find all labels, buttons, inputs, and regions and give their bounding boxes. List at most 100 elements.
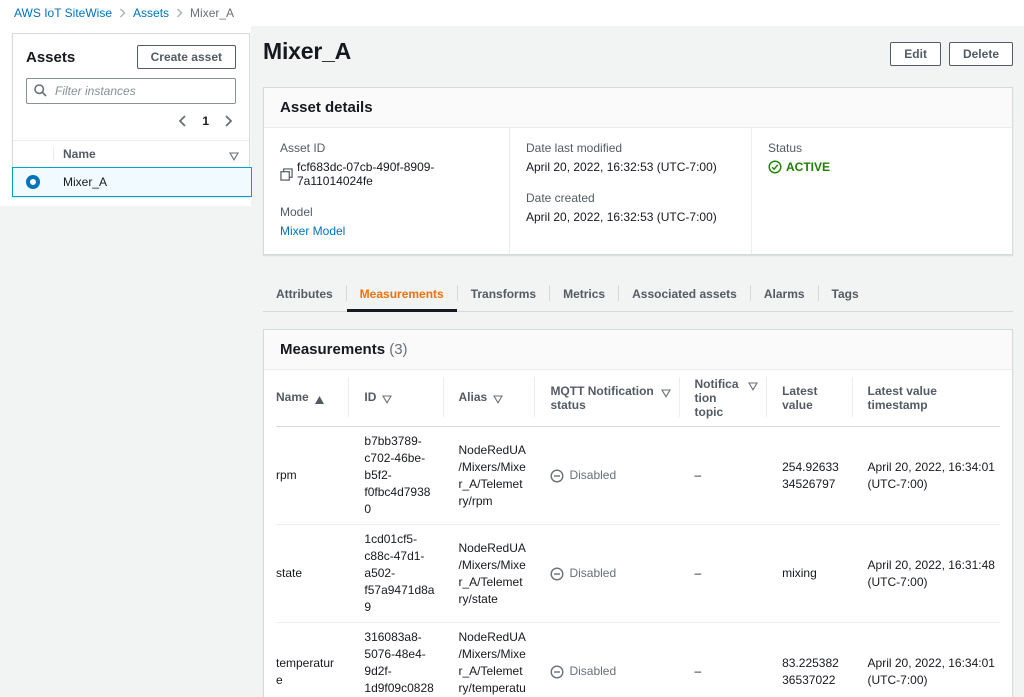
- cell-latest-value: 254.9263334526797: [782, 459, 839, 491]
- filter-instances-input[interactable]: [26, 78, 236, 104]
- breadcrumb-separator-icon: [119, 8, 126, 18]
- chevron-left-icon: [179, 115, 186, 127]
- cell-mqtt-status: Disabled: [534, 427, 678, 525]
- breadcrumb-current: Mixer_A: [190, 6, 235, 20]
- table-row-rpm[interactable]: rpm b7bb3789-c702-46be-b5f2-f0fbc4d79380…: [276, 427, 1000, 525]
- cell-alias: NodeRedUA/Mixers/Mixer_A/Telemetry/rpm: [458, 442, 526, 508]
- model-link[interactable]: Mixer Model: [280, 224, 346, 238]
- pagination-next-button[interactable]: [224, 115, 233, 127]
- assets-filter: [26, 78, 236, 104]
- assets-panel-header: Assets Create asset: [13, 34, 249, 78]
- asset-row-mixer-a[interactable]: Mixer_A: [12, 167, 252, 197]
- cell-latest-value-timestamp: April 20, 2022, 16:31:48 (UTC-7:00): [851, 524, 1000, 623]
- delete-button[interactable]: Delete: [948, 42, 1013, 66]
- tab-divider: [549, 285, 551, 301]
- tab-alarms[interactable]: Alarms: [751, 278, 818, 312]
- date-created-label: Date created: [526, 191, 595, 205]
- breadcrumb-link-assets[interactable]: Assets: [133, 6, 170, 20]
- asset-id-label: Asset ID: [280, 141, 326, 155]
- details-column-3: Status ACTIVE: [751, 128, 1012, 254]
- measurements-table: Name ID Alias: [276, 370, 1000, 697]
- breadcrumb-link-sitewise[interactable]: AWS IoT SiteWise: [14, 6, 113, 20]
- header-actions: Edit Delete: [890, 42, 1013, 66]
- tab-transforms[interactable]: Transforms: [458, 278, 549, 312]
- table-row-temperature[interactable]: temperature 316083a8-5076-48e4-9d2f-1d9f…: [276, 622, 1000, 697]
- date-created-field: Date created April 20, 2022, 16:32:53 (U…: [526, 191, 735, 224]
- edit-button[interactable]: Edit: [890, 42, 941, 66]
- create-asset-button[interactable]: Create asset: [136, 45, 236, 69]
- asset-id-value: fcf683dc-07cb-490f-8909-7a11014024fe: [280, 160, 493, 188]
- cell-id: 316083a8-5076-48e4-9d2f-1d9f09c08285: [348, 622, 443, 697]
- pagination-previous-button[interactable]: [178, 115, 187, 127]
- cell-name: rpm: [276, 468, 297, 482]
- filter-dropdown-icon[interactable]: [748, 380, 759, 394]
- radio-selected-icon[interactable]: [26, 175, 40, 189]
- sort-ascending-icon[interactable]: [314, 393, 324, 407]
- date-last-modified-value: April 20, 2022, 16:32:53 (UTC-7:00): [526, 160, 717, 174]
- asset-row-label: Mixer_A: [63, 175, 108, 189]
- cell-latest-value-timestamp: April 20, 2022, 16:34:01 (UTC-7:00): [851, 622, 1000, 697]
- tab-associated-assets[interactable]: Associated assets: [619, 278, 750, 312]
- cell-notification-topic: –: [678, 524, 767, 623]
- breadcrumb-strip: AWS IoT SiteWise Assets Mixer_A: [0, 0, 1024, 26]
- page-title: Mixer_A: [263, 38, 352, 64]
- measurements-card: Measurements (3) Name: [263, 329, 1013, 697]
- cell-alias: NodeRedUA/Mixers/Mixer_A/Telemetry/state: [442, 524, 535, 623]
- details-column-2: Date last modified April 20, 2022, 16:32…: [509, 128, 751, 254]
- model-field: Model Mixer Model: [280, 205, 493, 238]
- main-header: Mixer_A Edit Delete: [263, 38, 1013, 66]
- tab-attributes[interactable]: Attributes: [263, 278, 346, 312]
- table-row-state[interactable]: state 1cd01cf5-c88c-47d1-a502-f57a9471d8…: [276, 524, 1000, 623]
- model-label: Model: [280, 205, 313, 219]
- column-header-latest-value-timestamp[interactable]: Latest value timestamp: [851, 370, 1000, 427]
- asset-details-card: Asset details Asset ID fcf683dc-07cb-490…: [263, 87, 1013, 255]
- column-header-alias[interactable]: Alias: [442, 370, 535, 427]
- tab-measurements[interactable]: Measurements: [346, 278, 457, 312]
- measurements-header: Measurements (3): [264, 330, 1012, 370]
- tab-tags[interactable]: Tags: [819, 278, 872, 312]
- tab-divider: [749, 285, 751, 301]
- tab-divider: [456, 285, 458, 301]
- cell-id: b7bb3789-c702-46be-b5f2-f0fbc4d79380: [364, 434, 431, 516]
- disabled-icon: [550, 664, 564, 679]
- filter-dropdown-icon[interactable]: [382, 393, 393, 407]
- measurements-header-row: Name ID Alias: [276, 370, 1000, 427]
- cell-latest-value-timestamp: April 20, 2022, 16:34:01 (UTC-7:00): [867, 459, 995, 491]
- details-column-1: Asset ID fcf683dc-07cb-490f-8909-7a11014…: [264, 128, 509, 254]
- cell-id: 1cd01cf5-c88c-47d1-a502-f57a9471d8a9: [348, 524, 443, 623]
- column-header-latest-value[interactable]: Latest value: [766, 370, 852, 427]
- tab-metrics[interactable]: Metrics: [550, 278, 618, 312]
- tab-divider: [345, 285, 347, 301]
- search-icon: [34, 84, 47, 97]
- filter-dropdown-icon[interactable]: [493, 393, 504, 407]
- asset-details-body: Asset ID fcf683dc-07cb-490f-8909-7a11014…: [264, 128, 1012, 254]
- status-field: Status ACTIVE: [768, 141, 996, 174]
- asset-id-field: Asset ID fcf683dc-07cb-490f-8909-7a11014…: [280, 141, 493, 188]
- tab-divider: [817, 285, 819, 301]
- measurements-count: (3): [389, 341, 408, 358]
- column-header-name[interactable]: Name: [276, 370, 349, 427]
- filter-dropdown-icon[interactable]: [660, 387, 671, 401]
- disabled-icon: [550, 566, 564, 581]
- assets-table-header: Name: [13, 140, 249, 167]
- status-badge: ACTIVE: [768, 160, 830, 174]
- assets-panel: Assets Create asset 1 Name: [12, 33, 252, 197]
- column-divider: [53, 147, 54, 161]
- cell-notification-topic: –: [694, 468, 702, 482]
- assets-name-column-header[interactable]: Name: [63, 147, 96, 161]
- pagination-page-1[interactable]: 1: [202, 114, 209, 128]
- cell-name: state: [276, 524, 349, 623]
- date-last-modified-field: Date last modified April 20, 2022, 16:32…: [526, 141, 735, 174]
- breadcrumb-separator-icon: [176, 8, 183, 18]
- filter-dropdown-icon[interactable]: [229, 150, 239, 164]
- chevron-right-icon: [225, 115, 233, 127]
- column-header-notification-topic[interactable]: Notification topic: [678, 370, 767, 427]
- cell-alias: NodeRedUA/Mixers/Mixer_A/Telemetry/tempe…: [442, 622, 535, 697]
- copy-icon[interactable]: [280, 167, 293, 181]
- cell-notification-topic: –: [678, 622, 767, 697]
- cell-mqtt-status: Disabled: [534, 622, 679, 697]
- column-header-id[interactable]: ID: [348, 370, 443, 427]
- column-header-mqtt-notification-status[interactable]: MQTT Notification status: [534, 370, 679, 427]
- cell-name: temperature: [276, 622, 349, 697]
